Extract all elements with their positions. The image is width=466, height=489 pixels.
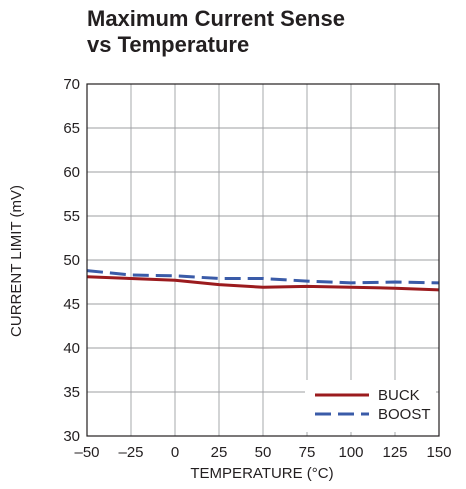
chart-title: Maximum Current Sense vs Temperature bbox=[87, 6, 447, 58]
grid bbox=[86, 83, 440, 437]
y-tick-labels: 30 35 40 45 50 55 60 65 70 bbox=[63, 76, 80, 445]
y-tick-label: 45 bbox=[63, 296, 80, 313]
y-axis-label: CURRENT LIMIT (mV) bbox=[8, 185, 25, 337]
legend-label-buck: BUCK bbox=[378, 387, 420, 404]
chart-title-line-1: Maximum Current Sense bbox=[87, 6, 345, 31]
x-tick-label: –25 bbox=[118, 444, 143, 461]
y-tick-label: 60 bbox=[63, 164, 80, 181]
x-tick-label: 75 bbox=[299, 444, 316, 461]
legend: BUCK BOOST bbox=[305, 380, 436, 432]
y-tick-label: 50 bbox=[63, 252, 80, 269]
x-tick-label: 150 bbox=[426, 444, 451, 461]
x-axis-label: TEMPERATURE (°C) bbox=[190, 465, 333, 482]
chart-title-line-2: vs Temperature bbox=[87, 32, 250, 57]
x-tick-label: 125 bbox=[382, 444, 407, 461]
y-tick-label: 70 bbox=[63, 76, 80, 93]
x-tick-label: 25 bbox=[211, 444, 228, 461]
legend-label-boost: BOOST bbox=[378, 406, 431, 423]
legend-box bbox=[305, 380, 436, 432]
x-tick-label: –50 bbox=[74, 444, 99, 461]
series-line-boost bbox=[86, 269, 440, 285]
series-lines bbox=[86, 269, 440, 292]
x-tick-label: 0 bbox=[171, 444, 179, 461]
series-line-buck bbox=[86, 275, 440, 292]
x-tick-label: 100 bbox=[338, 444, 363, 461]
plot-frame bbox=[86, 83, 440, 437]
y-tick-label: 65 bbox=[63, 120, 80, 137]
x-tick-label: 50 bbox=[255, 444, 272, 461]
y-tick-label: 55 bbox=[63, 208, 80, 225]
y-tick-label: 40 bbox=[63, 340, 80, 357]
y-tick-label: 30 bbox=[63, 428, 80, 445]
x-tick-labels: –50 –25 0 25 50 75 100 125 150 bbox=[74, 444, 451, 461]
y-tick-label: 35 bbox=[63, 384, 80, 401]
